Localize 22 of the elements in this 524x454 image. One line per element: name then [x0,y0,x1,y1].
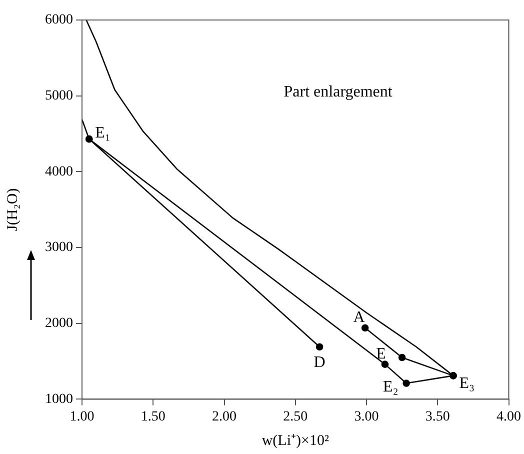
y-tick-label: 6000 [45,12,73,28]
x-axis-title: w(Li⁺)×10² [262,432,330,449]
annotation: E₃ [459,374,475,392]
y-axis-title: J(H₂O) [4,188,21,231]
annotation: A [353,309,366,326]
x-tick-label: 3.00 [354,409,379,424]
y-tick-label: 2000 [45,316,73,332]
annotation: E₂ [382,378,398,396]
annotation: D [314,354,326,372]
x-tick-label: 3.50 [425,409,450,424]
y-tick-label: 3000 [45,240,73,256]
x-tick-label: 2.50 [283,409,308,424]
x-tick-label: 1.00 [70,409,94,424]
annotation: E₁ [95,124,110,142]
annotation: E [376,346,386,363]
x-tick-label: 2.00 [212,409,236,424]
x-tick-label: 4.00 [496,409,521,424]
y-tick-label: 4000 [45,164,73,180]
x-tick-label: 1.50 [140,409,166,424]
y-tick-label: 5000 [45,88,73,104]
y-tick-label: 1000 [45,392,73,407]
annotation: Part enlargement [284,83,393,100]
